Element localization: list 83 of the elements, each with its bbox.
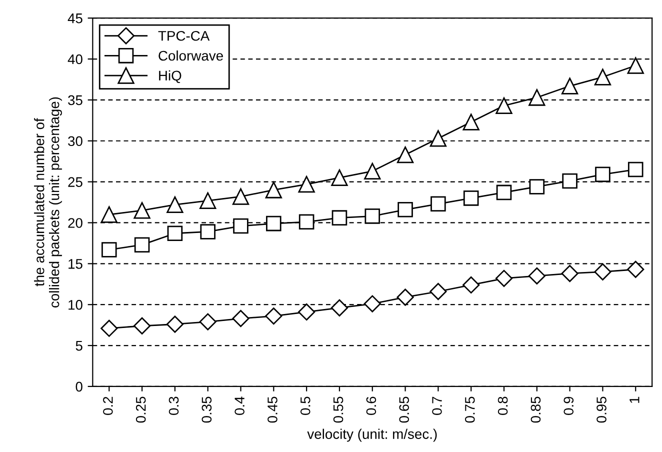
x-axis-title: velocity (unit: m/sec.) (307, 428, 437, 442)
x-tick-label: 0.4 (234, 396, 244, 415)
point (364, 162, 381, 180)
x-tick-label: 0.8 (498, 396, 508, 415)
point (594, 68, 612, 86)
point (298, 303, 316, 321)
point (496, 97, 512, 114)
x-tick-label: 0.85 (530, 396, 541, 423)
point (430, 282, 447, 300)
point (364, 295, 381, 312)
point (562, 173, 578, 189)
point (200, 192, 216, 209)
x-tick-label: 0.75 (464, 396, 475, 423)
point (298, 214, 314, 230)
x-tick-label: 0.9 (564, 396, 574, 415)
y-tick-label: 0 (76, 382, 82, 392)
y-tick-label: 20 (68, 218, 82, 228)
point (232, 188, 250, 205)
point (462, 276, 480, 294)
x-tick-label: 0.65 (399, 396, 410, 423)
x-tick-label: 0.35 (202, 396, 212, 423)
point (100, 206, 118, 223)
y-tick-label: 10 (68, 300, 82, 310)
point (265, 308, 282, 325)
point (364, 208, 380, 224)
x-tick-label: 1 (630, 396, 640, 403)
point (331, 169, 348, 186)
point (233, 218, 248, 234)
point (495, 270, 513, 287)
legend-label: TPC-CA (158, 30, 210, 41)
point (561, 264, 578, 282)
y-tick-label: 45 (68, 14, 82, 24)
point (594, 263, 612, 280)
point (199, 313, 216, 330)
point (265, 182, 282, 198)
point (463, 190, 479, 206)
point (628, 162, 644, 178)
y-tick-label: 25 (68, 177, 82, 187)
x-tick-label: 0.3 (168, 396, 179, 415)
point (627, 57, 644, 74)
x-tick-label: 0.6 (366, 396, 376, 415)
point (166, 316, 184, 333)
point (134, 237, 150, 252)
point (627, 260, 644, 278)
y-tick-label: 5 (76, 341, 82, 351)
point (396, 146, 414, 164)
point (167, 226, 183, 242)
y-tick-label: 15 (68, 259, 82, 269)
point (398, 202, 413, 218)
y-tick-label: 30 (68, 136, 82, 146)
point (561, 78, 578, 94)
point (430, 196, 446, 212)
x-tick-label: 0.7 (432, 396, 442, 415)
x-tick-label: 0.45 (268, 396, 278, 423)
point (396, 288, 414, 306)
x-tick-label: 0.2 (103, 396, 113, 415)
point (101, 242, 117, 258)
point (200, 224, 216, 240)
point (133, 317, 151, 334)
point (166, 196, 184, 214)
point (462, 114, 480, 130)
x-tick-label: 0.55 (333, 396, 344, 423)
point (134, 202, 150, 219)
point (496, 184, 512, 200)
y-tick-label: 35 (68, 95, 82, 106)
x-tick-label: 0.25 (136, 396, 146, 423)
point (298, 176, 315, 193)
point (529, 179, 545, 194)
point (332, 210, 348, 226)
y-axis-title: the accumulated number of collided packets (unit: percentage) (34, 97, 62, 308)
point (232, 310, 250, 328)
point (430, 130, 447, 147)
point (330, 299, 348, 316)
legend-label: Colorwave (158, 50, 223, 61)
point (266, 216, 282, 232)
point (100, 320, 118, 337)
legend-label: HiQ (159, 70, 182, 84)
point (528, 267, 546, 284)
y-tick-label: 40 (68, 54, 82, 64)
point (528, 89, 546, 106)
x-tick-label: 0.95 (596, 396, 606, 423)
x-tick-label: 0.5 (300, 396, 310, 415)
point (595, 166, 610, 182)
